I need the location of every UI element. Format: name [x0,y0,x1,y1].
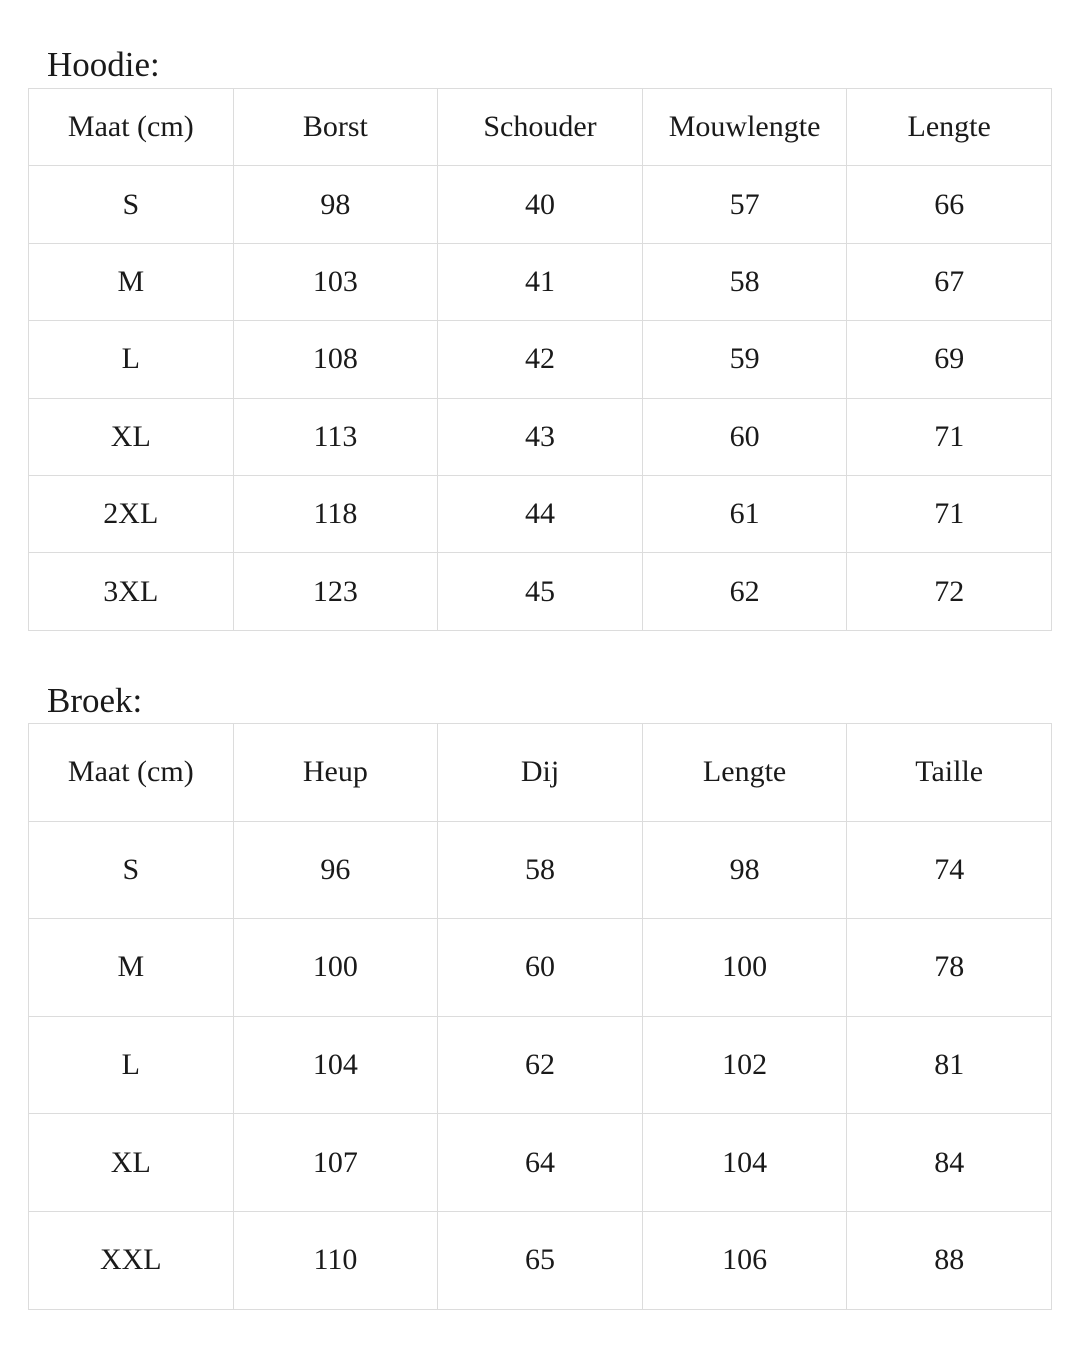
broek-title: Broek: [47,681,143,720]
table-cell: 74 [846,820,1052,920]
table-row: 3XL 123 45 62 72 [28,552,1052,631]
table-cell: 3XL [28,552,234,631]
table-cell: L [28,1015,234,1115]
table-cell: 60 [437,918,643,1017]
table-cell: 84 [846,1113,1052,1212]
table-cell: 96 [232,820,439,920]
table-row: S 98 40 57 66 [28,165,1052,244]
table-cell: 102 [641,1015,848,1115]
table-row: XXL 110 65 106 88 [28,1210,1052,1310]
header-row: Maat (cm) Borst Schouder Mouwlengte Lengte [28,87,1052,167]
table-cell: S [28,165,234,244]
table-cell: 118 [232,474,439,554]
table-cell: L [28,320,234,399]
table-row: L 104 62 102 81 [28,1015,1052,1115]
table-cell: S [28,820,234,920]
table-cell: 58 [437,820,643,920]
table-cell: 104 [232,1015,439,1115]
table-cell: 41 [437,242,643,322]
table-cell: XL [28,397,234,476]
table-cell: 104 [641,1113,848,1212]
header-cell: Taille [846,723,1052,822]
table-cell: 81 [846,1015,1052,1115]
hoodie-title: Hoodie: [47,45,160,84]
table-cell: 67 [846,242,1052,322]
table-cell: 103 [232,242,439,322]
header-cell: Lengte [846,87,1052,167]
table-cell: M [28,242,234,322]
header-cell: Schouder [437,87,643,167]
table-cell: 61 [641,474,848,554]
header-cell: Mouwlengte [641,87,848,167]
table-cell: 71 [846,397,1052,476]
header-row: Maat (cm) Heup Dij Lengte Taille [28,723,1052,822]
table-cell: 60 [641,397,848,476]
table-cell: 108 [232,320,439,399]
table-cell: 110 [232,1210,439,1310]
broek-size-table: Maat (cm) Heup Dij Lengte Taille S 96 58 98 74 M 10… [28,723,1052,1310]
table-row: M 100 60 100 78 [28,918,1052,1017]
table-cell: 57 [641,165,848,244]
table-cell: 72 [846,552,1052,631]
table-cell: 113 [232,397,439,476]
table-cell: 59 [641,320,848,399]
table-cell: 107 [232,1113,439,1212]
table-row: M 103 41 58 67 [28,242,1052,322]
table-cell: 40 [437,165,643,244]
header-cell: Borst [232,87,439,167]
table-cell: 2XL [28,474,234,554]
table-cell: XXL [28,1210,234,1310]
table-row: XL 107 64 104 84 [28,1113,1052,1212]
hoodie-size-table: Maat (cm) Borst Schouder Mouwlengte Lengte S 9… [28,87,1052,631]
table-cell: 100 [232,918,439,1017]
table-cell: 66 [846,165,1052,244]
header-cell: Heup [232,723,439,822]
table-cell: 43 [437,397,643,476]
table-row: 2XL 118 44 61 71 [28,474,1052,554]
table-cell: M [28,918,234,1017]
header-cell: Lengte [641,723,848,822]
table-cell: 45 [437,552,643,631]
header-cell: Maat (cm) [28,87,234,167]
table-cell: 98 [232,165,439,244]
table-row: S 96 58 98 74 [28,820,1052,920]
table-cell: 100 [641,918,848,1017]
table-row: L 108 42 59 69 [28,320,1052,399]
table-cell: 71 [846,474,1052,554]
table-cell: 78 [846,918,1052,1017]
table-cell: 69 [846,320,1052,399]
table-cell: 44 [437,474,643,554]
table-cell: 64 [437,1113,643,1212]
table-cell: 123 [232,552,439,631]
table-cell: XL [28,1113,234,1212]
table-cell: 98 [641,820,848,920]
table-cell: 42 [437,320,643,399]
header-cell: Maat (cm) [28,723,234,822]
table-cell: 106 [641,1210,848,1310]
table-row: XL 113 43 60 71 [28,397,1052,476]
table-cell: 62 [437,1015,643,1115]
table-cell: 65 [437,1210,643,1310]
table-cell: 62 [641,552,848,631]
table-cell: 88 [846,1210,1052,1310]
header-cell: Dij [437,723,643,822]
table-cell: 58 [641,242,848,322]
